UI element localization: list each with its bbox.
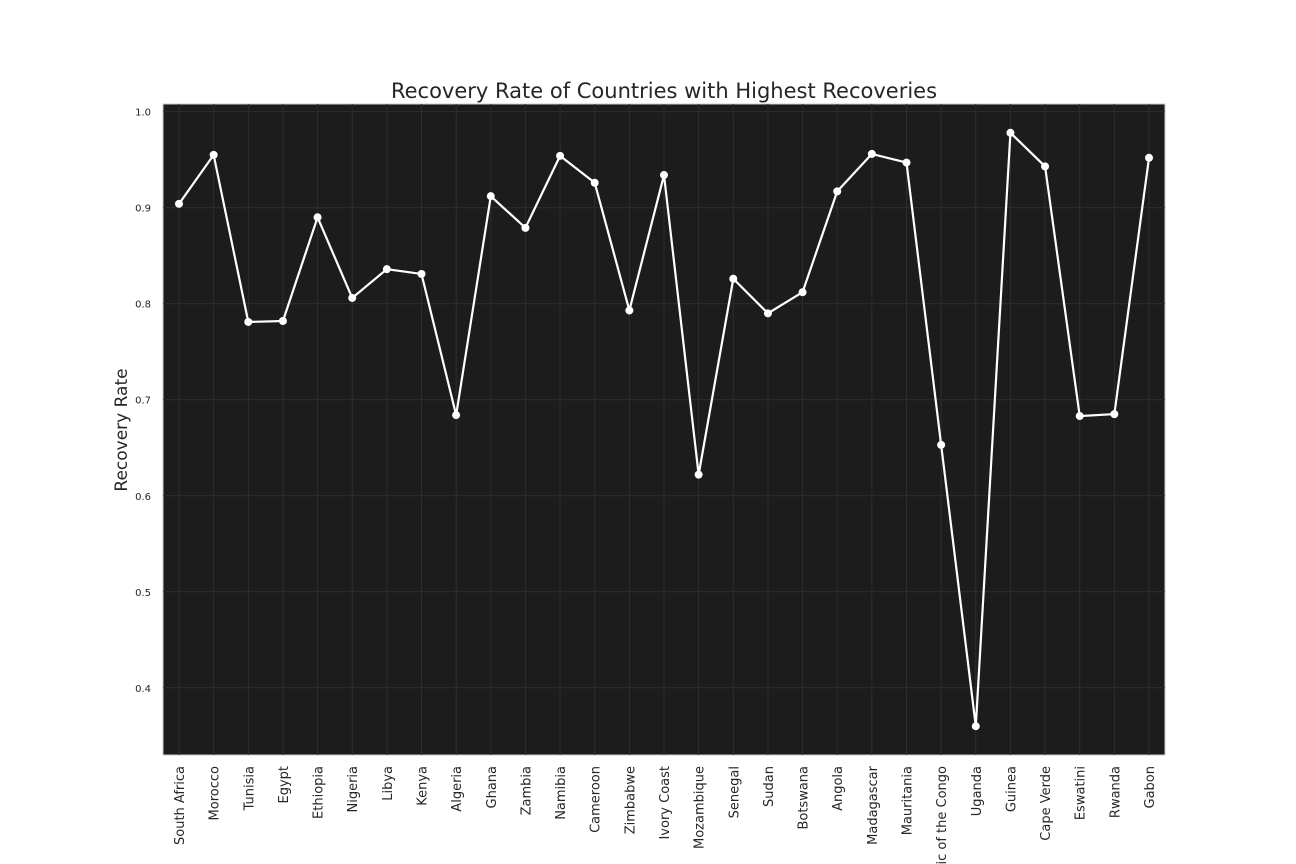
point — [175, 199, 183, 208]
point — [556, 151, 565, 160]
x-tick-label: Mozambique — [693, 766, 708, 849]
point — [417, 269, 426, 278]
x-tick-label: South Africa — [173, 766, 188, 845]
point — [694, 470, 703, 479]
x-tick-label: Libya — [381, 766, 396, 801]
x-tick-label: Democratic Republic of the Congo — [935, 766, 950, 864]
point — [244, 317, 253, 326]
point — [763, 309, 772, 318]
point — [1041, 162, 1050, 171]
chart-title: Recovery Rate of Countries with Highest … — [391, 79, 937, 103]
x-tick-label: Sudan — [762, 766, 777, 807]
point — [209, 150, 218, 159]
x-tick-label: Rwanda — [1108, 766, 1123, 818]
x-tick-label: Kenya — [416, 766, 431, 806]
x-tick-label: Senegal — [727, 766, 742, 818]
point — [971, 722, 980, 731]
x-tick-label: Ethiopia — [312, 766, 327, 819]
y-tick-label: 1.0 — [135, 108, 151, 119]
x-tick-label: Cape Verde — [1039, 766, 1054, 841]
point — [1145, 153, 1153, 162]
point — [452, 411, 461, 420]
point — [382, 265, 391, 274]
x-tick-label: Ghana — [485, 766, 500, 809]
point — [798, 288, 807, 297]
point — [486, 192, 495, 201]
x-tick-label: Zambia — [519, 766, 534, 815]
y-tick-label: 0.8 — [135, 300, 151, 311]
x-tick-label: Uganda — [970, 766, 985, 816]
y-tick-label: 0.6 — [135, 492, 151, 503]
point — [833, 187, 842, 196]
point — [625, 306, 634, 315]
x-tick-label: Nigeria — [346, 766, 361, 813]
point — [660, 171, 668, 180]
x-tick-label: Egypt — [277, 766, 292, 804]
y-axis-label: Recovery Rate — [112, 368, 132, 491]
point — [348, 293, 357, 302]
point — [590, 178, 599, 187]
point — [278, 317, 287, 325]
point — [1006, 128, 1015, 137]
x-tick-label: Tunisia — [242, 766, 257, 811]
x-tick-label: Botswana — [797, 766, 812, 830]
point — [521, 223, 530, 232]
y-tick-label: 0.9 — [135, 204, 151, 215]
x-tick-label: Mauritania — [901, 766, 916, 835]
point — [937, 440, 946, 449]
point — [313, 213, 322, 222]
point — [902, 158, 911, 167]
point — [867, 149, 876, 158]
x-tick-label: Ivory Coast — [658, 766, 673, 840]
x-tick-label: Gabon — [1143, 766, 1158, 809]
x-tick-label: Namibia — [554, 766, 569, 820]
x-tick-label: Zimbabwe — [623, 766, 638, 834]
point — [729, 274, 738, 283]
x-tick-label: Angola — [831, 766, 846, 811]
point — [1075, 412, 1084, 421]
x-tick-label: Cameroon — [589, 766, 604, 833]
x-tick-label: Madagascar — [866, 765, 881, 845]
x-tick-label: Algeria — [450, 766, 465, 812]
x-tick-label: Guinea — [1004, 766, 1019, 812]
y-tick-label: 0.7 — [135, 396, 151, 407]
y-tick-label: 0.5 — [135, 588, 151, 599]
point — [1110, 410, 1119, 419]
y-tick-label: 0.4 — [135, 684, 151, 695]
x-tick-label: Eswatini — [1074, 766, 1089, 820]
x-tick-label: Morocco — [208, 766, 223, 820]
